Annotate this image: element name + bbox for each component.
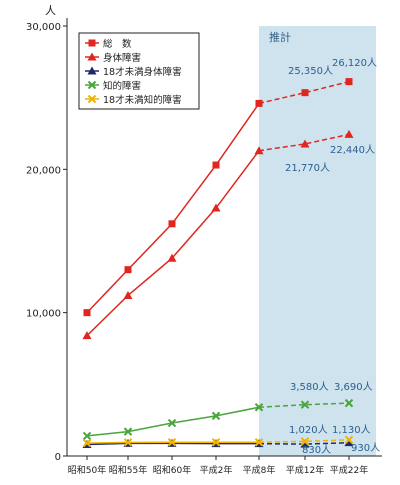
series-line-1 bbox=[86, 150, 260, 337]
data-label: 3,580人 bbox=[290, 381, 329, 393]
data-point bbox=[123, 427, 133, 436]
x-tick-label: 昭和60年 bbox=[153, 464, 191, 476]
data-point bbox=[254, 146, 264, 155]
data-point bbox=[82, 438, 92, 448]
legend-label: 18才未満知的障害 bbox=[103, 94, 182, 106]
data-point bbox=[344, 435, 354, 445]
legend-label: 知的障害 bbox=[103, 80, 141, 92]
series-projection-line-3 bbox=[258, 402, 350, 409]
legend-marker bbox=[88, 39, 96, 47]
data-label: 930人 bbox=[351, 442, 380, 454]
data-point bbox=[123, 438, 133, 447]
data-point bbox=[344, 438, 354, 447]
y-tick-label: 20,000 bbox=[26, 165, 61, 176]
y-tick-label: 0 bbox=[55, 452, 61, 463]
x-tick-label: 昭和55年 bbox=[109, 464, 147, 476]
data-point bbox=[124, 266, 132, 274]
projection-label: 推計 bbox=[269, 30, 291, 44]
data-point bbox=[300, 139, 310, 148]
data-point bbox=[168, 220, 176, 228]
data-point bbox=[211, 203, 221, 212]
data-label: 21,770人 bbox=[285, 162, 330, 174]
data-label: 22,440人 bbox=[330, 144, 375, 156]
data-point bbox=[167, 253, 177, 262]
x-tick-label: 平成8年 bbox=[243, 464, 276, 476]
x-tick-label: 昭和50年 bbox=[68, 464, 106, 476]
y-tick-label: 10,000 bbox=[26, 309, 61, 320]
data-point bbox=[211, 438, 221, 447]
data-label: 830人 bbox=[302, 444, 331, 456]
data-point bbox=[167, 418, 177, 428]
legend-label: 総 数 bbox=[103, 38, 132, 50]
series-projection-line-2 bbox=[258, 441, 350, 445]
legend-marker bbox=[87, 94, 97, 104]
y-axis-unit: 人 bbox=[45, 4, 56, 17]
legend-marker bbox=[87, 80, 97, 90]
x-tick-label: 平成2年 bbox=[200, 464, 233, 476]
legend-marker bbox=[87, 52, 97, 61]
data-point bbox=[344, 398, 354, 408]
x-tick-label: 平成12年 bbox=[286, 464, 324, 476]
data-point bbox=[300, 437, 310, 446]
data-point bbox=[254, 438, 264, 447]
series-line-0 bbox=[86, 102, 260, 314]
legend-label: 18才未満身体障害 bbox=[103, 66, 182, 78]
series-projection-line-1 bbox=[258, 133, 350, 152]
data-point bbox=[167, 438, 177, 447]
data-label: 1,130人 bbox=[332, 424, 371, 436]
data-label: 25,350人 bbox=[288, 65, 333, 77]
data-point bbox=[345, 78, 353, 86]
data-point bbox=[211, 411, 221, 421]
data-point bbox=[123, 290, 133, 299]
data-point bbox=[300, 400, 310, 409]
data-point bbox=[300, 439, 310, 448]
data-point bbox=[301, 89, 309, 97]
data-point bbox=[82, 431, 92, 441]
data-label: 1,020人 bbox=[289, 424, 328, 436]
data-point bbox=[344, 129, 354, 138]
y-tick-label: 30,000 bbox=[26, 22, 61, 33]
data-point bbox=[83, 309, 91, 317]
data-label: 3,690人 bbox=[334, 381, 373, 393]
legend-marker bbox=[87, 66, 97, 75]
data-label: 26,120人 bbox=[332, 57, 377, 69]
legend-label: 身体障害 bbox=[103, 52, 141, 64]
projection-region bbox=[259, 26, 376, 456]
x-tick-label: 平成22年 bbox=[330, 464, 368, 476]
series-projection-line-4 bbox=[258, 439, 350, 443]
data-point bbox=[254, 403, 264, 412]
data-point bbox=[255, 99, 263, 107]
data-point bbox=[212, 161, 220, 169]
data-point bbox=[82, 331, 92, 340]
